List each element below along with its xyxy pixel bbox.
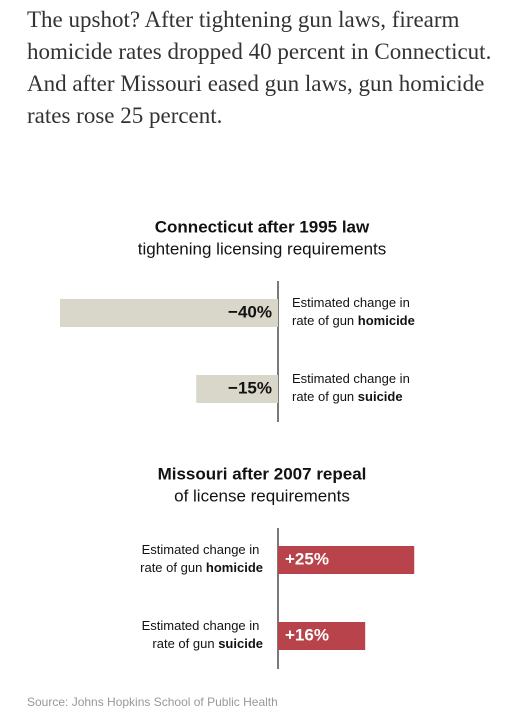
bar <box>60 299 278 327</box>
value-label: −40% <box>228 302 272 321</box>
category-label: Estimated change in rate of gun suicide <box>142 618 263 651</box>
source: Source: Johns Hopkins School of Public H… <box>27 695 278 709</box>
bar <box>278 622 366 650</box>
chart-title: Connecticut after 1995 law <box>155 217 370 236</box>
chart-subtitle: of license requirements <box>174 486 350 505</box>
bar <box>278 546 415 574</box>
chart-subtitle: tightening licensing requirements <box>138 239 387 258</box>
category-label: Estimated change in rate of gun homicide <box>140 542 263 575</box>
intro-text: The upshot? After tightening gun laws, f… <box>27 7 492 128</box>
value-label: +25% <box>285 549 329 568</box>
value-label: +16% <box>285 625 329 644</box>
bar <box>196 375 278 403</box>
category-label: Estimated change in rate of gun homicide <box>292 295 415 328</box>
value-label: −15% <box>228 378 272 397</box>
category-label: Estimated change in rate of gun suicide <box>292 371 413 404</box>
chart-title: Missouri after 2007 repeal <box>158 464 367 483</box>
